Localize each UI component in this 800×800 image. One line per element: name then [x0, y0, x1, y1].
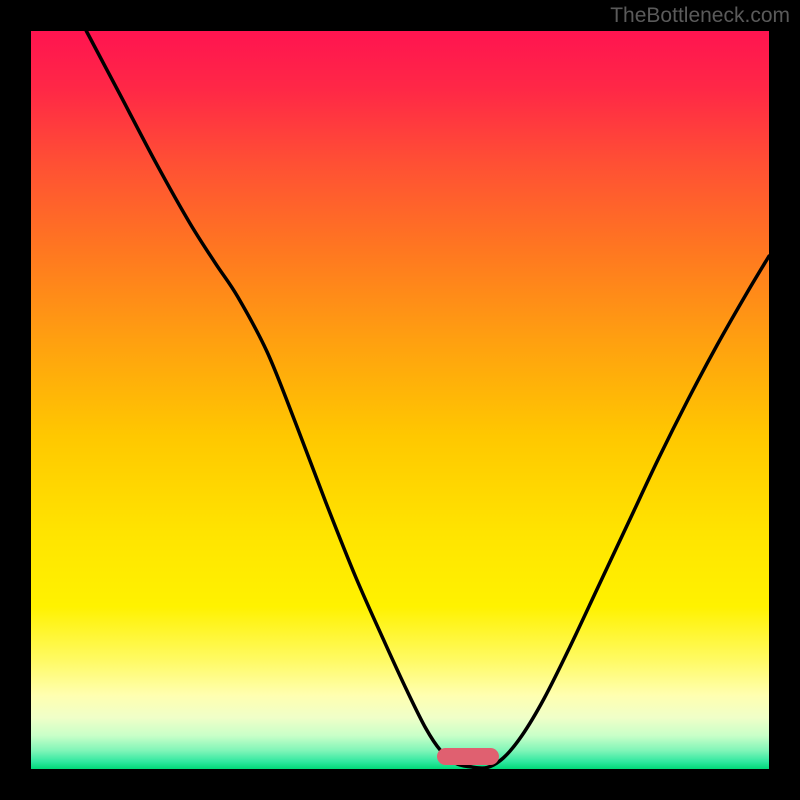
watermark-text: TheBottleneck.com: [610, 4, 790, 28]
optimal-marker: [437, 748, 500, 764]
plot-area: [31, 31, 769, 769]
bottleneck-curve: [31, 31, 769, 769]
